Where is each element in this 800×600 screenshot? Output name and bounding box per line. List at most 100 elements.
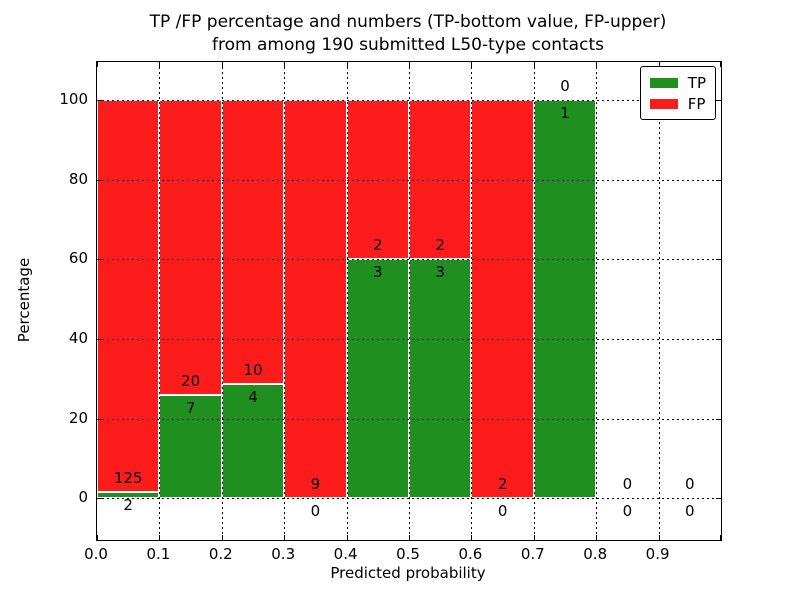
v-gridline <box>471 62 473 540</box>
plot-area: TP FP 125 2 20 7 10 4 9 0 2 3 2 3 2 0 0 1 0 0 0 0 <box>96 61 722 541</box>
x-tick-mark-top <box>720 62 721 67</box>
x-tick-label: 0.0 <box>84 545 108 563</box>
chart-title-line2: from among 190 submitted L50-type contac… <box>212 35 604 55</box>
x-tick-label: 0.5 <box>396 545 420 563</box>
legend-label-fp: FP <box>687 94 706 113</box>
tp-count-label: 0 <box>622 502 633 521</box>
v-gridline <box>409 62 410 540</box>
x-axis-label: Predicted probability <box>330 564 486 582</box>
y-tick-label: 100 <box>59 89 88 108</box>
tp-count-label: 0 <box>497 502 508 521</box>
bar-segment-fp <box>284 99 347 499</box>
x-tick-mark-top <box>471 62 473 67</box>
bar-segment-fp <box>97 99 160 492</box>
x-tick-label: 0.1 <box>146 545 171 563</box>
x-tick-label: 0.3 <box>271 545 296 563</box>
v-gridline <box>346 62 348 540</box>
x-tick-mark <box>658 535 660 540</box>
y-tick-mark-right <box>716 259 721 261</box>
fp-count-label: 20 <box>181 371 201 390</box>
fp-count-label: 0 <box>685 475 695 494</box>
x-tick-label: 0.8 <box>583 545 608 563</box>
bar-segment-tp <box>159 394 222 499</box>
y-tick-mark <box>97 259 102 261</box>
x-tick-mark <box>720 535 721 540</box>
fp-count-label: 10 <box>243 361 263 380</box>
legend-item-fp: FP <box>648 93 706 114</box>
x-tick-mark-top <box>533 62 535 67</box>
x-tick-label: 0.4 <box>333 545 358 563</box>
x-tick-label: 0.7 <box>520 545 545 563</box>
tp-count-label: 0 <box>685 502 695 521</box>
tp-swatch-icon <box>648 76 679 89</box>
v-gridline <box>596 62 598 540</box>
y-tick-label: 40 <box>68 328 88 347</box>
y-tick-mark-right <box>716 179 721 181</box>
tp-count-label: 3 <box>435 263 445 282</box>
v-gridline <box>284 62 286 540</box>
y-tick-mark <box>97 179 102 181</box>
bar-segment-tp <box>533 99 597 499</box>
x-tick-mark-top <box>409 62 410 67</box>
v-gridline <box>159 62 161 540</box>
y-tick-mark-right <box>716 99 721 101</box>
bar-segment-fp <box>159 99 222 395</box>
bar-segment-fp <box>409 99 472 260</box>
v-gridline <box>658 62 660 540</box>
fp-count-label: 2 <box>497 475 508 494</box>
x-tick-mark-top <box>97 62 98 67</box>
y-tick-label: 20 <box>68 408 88 427</box>
x-tick-label: 0.2 <box>208 545 233 563</box>
fp-count-label: 2 <box>373 236 383 255</box>
fp-swatch-icon <box>648 97 679 110</box>
x-tick-mark <box>221 535 223 540</box>
tp-count-label: 0 <box>310 502 321 521</box>
x-tick-mark-top <box>221 62 223 67</box>
y-tick-mark-right <box>716 498 721 500</box>
fp-count-label: 0 <box>560 76 570 95</box>
tp-count-label: 4 <box>248 388 258 407</box>
tp-count-label: 1 <box>560 103 570 122</box>
y-tick-mark <box>97 418 102 420</box>
y-tick-mark <box>97 99 102 101</box>
fp-count-label: 9 <box>310 475 321 494</box>
x-tick-mark <box>471 535 473 540</box>
y-tick-mark-right <box>716 338 721 340</box>
y-tick-mark <box>97 338 102 340</box>
legend-label-tp: TP <box>687 73 706 92</box>
chart-title-line1: TP /FP percentage and numbers (TP-bottom… <box>149 12 667 32</box>
bar-segment-fp <box>221 99 285 385</box>
y-tick-label: 60 <box>68 249 88 268</box>
y-tick-label: 0 <box>78 488 88 507</box>
x-tick-mark-top <box>159 62 161 67</box>
x-tick-label: 0.6 <box>458 545 483 563</box>
bar-segment-tp <box>409 259 472 499</box>
fp-count-label: 0 <box>622 475 633 494</box>
x-tick-mark <box>97 535 98 540</box>
x-tick-mark-top <box>596 62 598 67</box>
x-tick-mark <box>346 535 348 540</box>
fp-count-label: 2 <box>435 236 445 255</box>
v-gridline <box>221 62 223 540</box>
x-tick-mark <box>533 535 535 540</box>
tp-count-label: 7 <box>185 398 196 417</box>
tp-count-label: 2 <box>123 495 133 514</box>
x-tick-mark <box>284 535 286 540</box>
x-tick-mark-top <box>284 62 286 67</box>
x-tick-mark-top <box>658 62 660 67</box>
y-tick-label: 80 <box>68 169 88 188</box>
x-tick-label: 0.9 <box>645 545 670 563</box>
tp-count-label: 3 <box>373 263 383 282</box>
bar-segment-tp <box>346 259 409 499</box>
x-tick-mark <box>409 535 410 540</box>
fp-count-label: 125 <box>113 468 143 487</box>
chart-title: TP /FP percentage and numbers (TP-bottom… <box>96 11 720 57</box>
y-tick-mark-right <box>716 418 721 420</box>
legend-item-tp: TP <box>648 72 706 93</box>
legend: TP FP <box>639 66 716 120</box>
x-tick-mark <box>596 535 598 540</box>
x-tick-mark <box>159 535 161 540</box>
v-gridline <box>533 62 535 540</box>
bar-segment-tp <box>97 491 160 499</box>
